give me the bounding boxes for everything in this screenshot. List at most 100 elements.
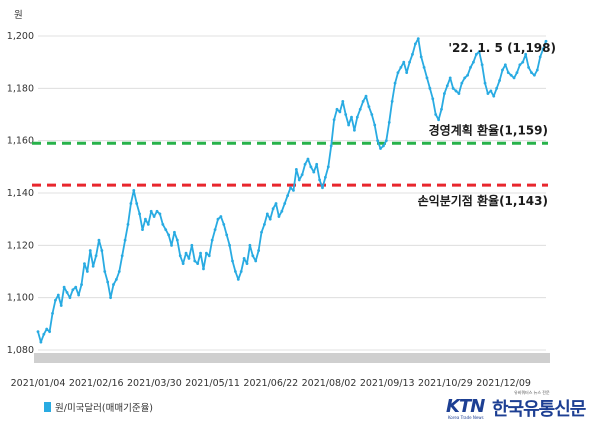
data-point — [451, 86, 455, 90]
data-point — [42, 332, 46, 336]
data-point — [248, 243, 252, 247]
data-point — [88, 249, 92, 252]
data-point — [396, 71, 400, 75]
data-point — [419, 55, 423, 59]
data-point — [411, 52, 414, 56]
data-point — [112, 283, 115, 286]
data-point — [146, 223, 150, 226]
data-point — [48, 330, 52, 334]
data-point — [45, 327, 49, 331]
data-point — [68, 296, 72, 300]
data-point — [36, 330, 40, 334]
data-point — [71, 288, 75, 292]
data-point — [312, 170, 316, 174]
x-tick-label: 2021/08/02 — [302, 378, 357, 389]
data-point — [114, 277, 118, 281]
data-point — [54, 298, 57, 302]
data-point — [321, 186, 324, 190]
data-point — [370, 113, 374, 116]
data-point — [132, 188, 136, 192]
y-tick-label: 1,100 — [7, 293, 34, 304]
logo-mark: KTN — [446, 396, 485, 417]
y-tick-label: 1,160 — [7, 136, 34, 147]
logo-subtitle: Korea Trade News — [448, 415, 484, 420]
data-point — [263, 223, 266, 226]
data-point — [512, 76, 516, 80]
y-tick-label: 1,140 — [7, 188, 34, 199]
data-point — [532, 73, 536, 77]
data-point — [210, 238, 214, 242]
data-point — [65, 291, 69, 294]
data-point — [329, 144, 333, 148]
data-point — [123, 238, 127, 242]
series-line — [37, 37, 547, 344]
data-point — [434, 113, 438, 116]
data-point — [469, 66, 472, 69]
data-point — [175, 238, 179, 242]
data-point — [358, 107, 362, 111]
data-point — [257, 249, 261, 252]
data-point — [332, 118, 336, 122]
data-point — [318, 178, 321, 182]
data-point — [187, 257, 191, 260]
data-point — [422, 66, 426, 69]
ktn-logo: KTN Korea Trade News 유비쿼터스 뉴스 전문 한국유통신문 — [444, 390, 589, 422]
data-point — [477, 50, 481, 54]
x-tick-label: 2021/10/29 — [418, 378, 473, 389]
data-point — [126, 223, 130, 226]
data-point — [530, 71, 533, 75]
data-point — [74, 285, 78, 289]
data-point — [535, 68, 539, 72]
data-point — [181, 262, 185, 266]
data-point — [286, 194, 290, 198]
data-point — [338, 110, 342, 114]
data-point — [85, 270, 89, 273]
data-point — [167, 233, 171, 237]
data-point — [265, 212, 269, 216]
data-point — [283, 202, 287, 205]
y-tick-label: 1,200 — [7, 31, 34, 42]
x-tick-label: 2021/01/04 — [11, 378, 66, 389]
data-point — [413, 42, 417, 46]
data-point — [399, 66, 403, 69]
data-point — [521, 60, 525, 64]
reference-line-label: 경영계획 환율(1,159) — [429, 122, 548, 137]
legend-swatch — [44, 402, 51, 412]
data-point — [428, 86, 432, 90]
y-tick-label: 1,180 — [7, 83, 34, 94]
data-point — [56, 293, 60, 297]
data-point — [538, 55, 542, 59]
data-point — [483, 81, 487, 85]
data-point — [501, 68, 504, 72]
data-point — [297, 178, 301, 182]
data-point — [454, 89, 458, 93]
data-point — [382, 144, 385, 148]
data-point — [367, 105, 371, 109]
data-point — [460, 81, 464, 85]
data-point — [213, 228, 217, 232]
data-point — [158, 212, 162, 216]
data-point — [80, 283, 83, 286]
data-point — [141, 228, 144, 232]
data-point — [524, 52, 528, 56]
data-point — [135, 202, 139, 205]
data-point — [431, 97, 435, 101]
data-point — [239, 270, 243, 273]
data-point — [492, 94, 496, 98]
data-point — [480, 63, 484, 67]
x-tick-label: 2021/09/13 — [360, 378, 415, 389]
data-point — [280, 209, 284, 213]
data-point — [437, 118, 440, 122]
data-point — [219, 215, 223, 218]
data-point — [97, 238, 101, 242]
data-point — [309, 165, 313, 169]
y-axis-label: 원 — [14, 10, 23, 21]
x-tick-label: 2021/12/09 — [476, 378, 531, 389]
data-point — [393, 81, 397, 85]
data-point — [373, 123, 377, 127]
data-point — [509, 73, 513, 77]
data-point — [120, 254, 124, 258]
data-point — [353, 128, 356, 132]
data-point — [306, 157, 310, 161]
